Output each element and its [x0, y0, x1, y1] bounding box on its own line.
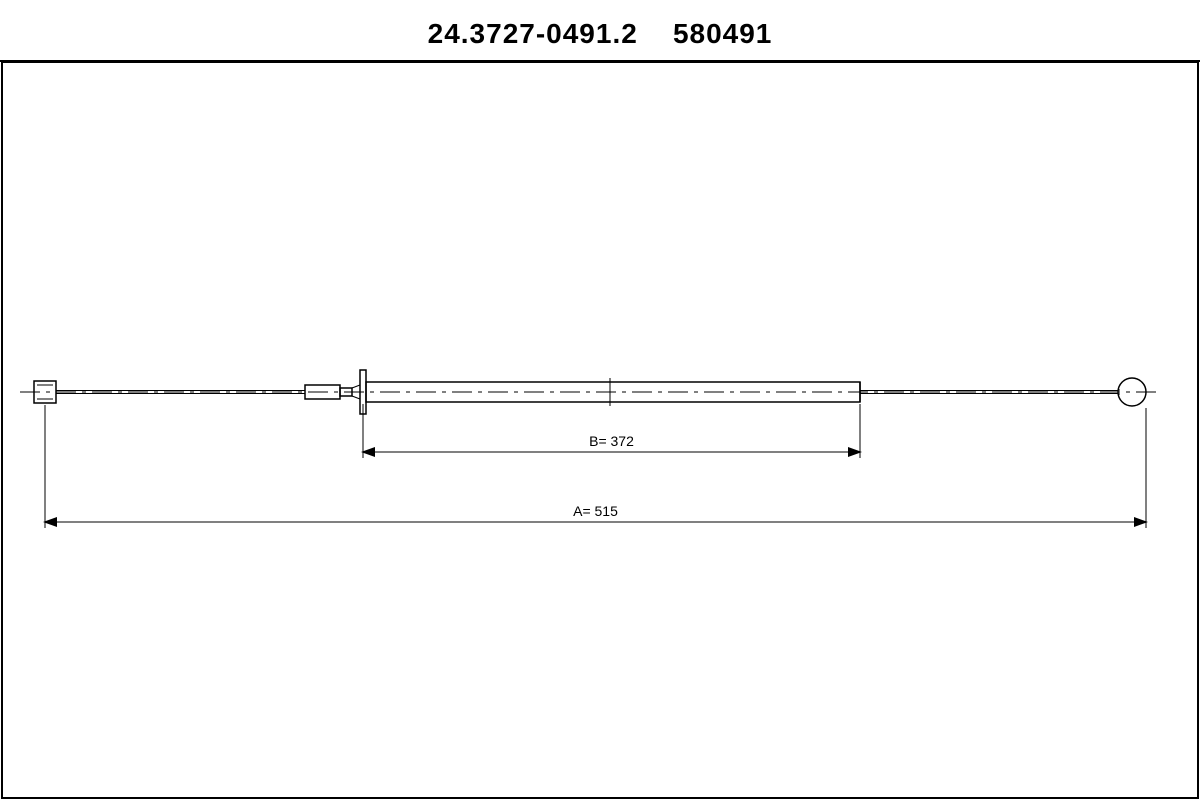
dimension-b-label: B= 372 — [589, 433, 634, 449]
technical-drawing: B= 372 A= 515 — [0, 62, 1200, 802]
drawing-title: 24.3727-0491.2 580491 — [0, 0, 1200, 50]
part-code: 580491 — [673, 18, 772, 49]
dimension-a-label: A= 515 — [573, 503, 618, 519]
part-number: 24.3727-0491.2 — [428, 18, 638, 49]
